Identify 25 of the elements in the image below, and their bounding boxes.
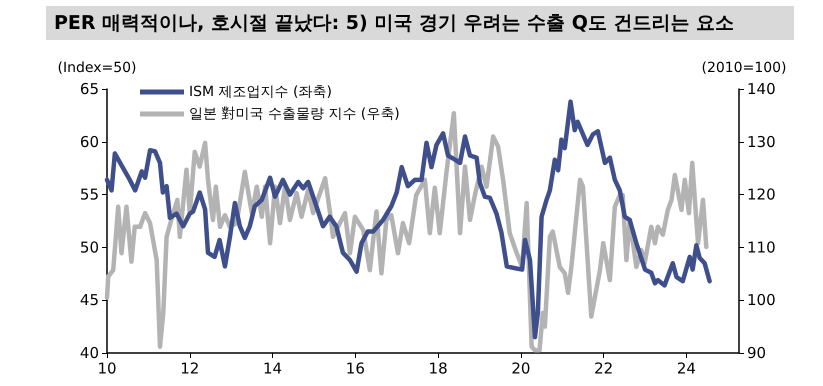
y2-tick-label: 130 (747, 132, 776, 151)
x-tick-label: 24 (676, 360, 696, 378)
y2-tick-label: 110 (747, 238, 776, 256)
x-tick-label: 18 (428, 360, 448, 378)
chart-title: PER 매력적이나, 호시절 끝났다: 5) 미국 경기 우려는 수출 Q도 건드리는 요소 (46, 6, 794, 40)
y-tick-label: 45 (80, 291, 99, 310)
y2-axis-title: (2010=100) (701, 60, 787, 76)
y-tick-label: 55 (80, 186, 99, 204)
x-tick-label: 22 (594, 360, 614, 378)
y-tick-label: 50 (80, 238, 99, 256)
x-tick-label: 14 (263, 360, 282, 378)
y-tick-label: 60 (80, 132, 99, 151)
x-tick-label: 12 (180, 360, 200, 378)
y-tick-label: 40 (80, 344, 99, 362)
y-axis-title: (Index=50) (57, 60, 137, 76)
x-tick-label: 16 (346, 360, 365, 378)
legend-label: 일본 對미국 수출물량 지수 (우축) (189, 106, 400, 122)
y2-tick-label: 100 (747, 291, 776, 310)
y2-tick-label: 120 (747, 186, 776, 204)
y2-tick-label: 90 (747, 344, 766, 362)
y2-tick-label: 140 (747, 80, 776, 98)
x-tick-label: 20 (511, 360, 530, 378)
legend-label: ISM 제조업지수 (좌축) (189, 84, 332, 100)
y-tick-label: 65 (80, 80, 99, 98)
x-tick-label: 10 (97, 360, 117, 378)
